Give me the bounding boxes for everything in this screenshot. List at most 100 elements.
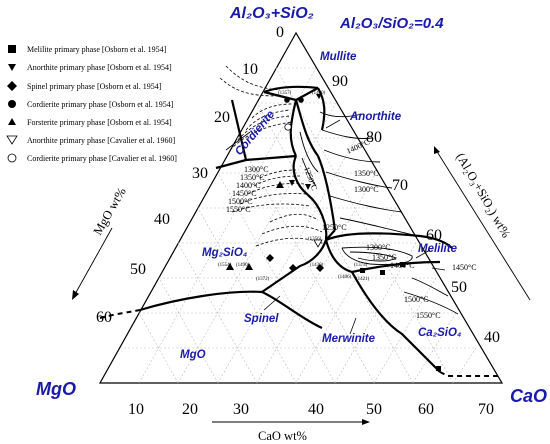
svg-text:70: 70 [478,401,494,418]
svg-text:(1356): (1356) [308,237,322,242]
diamond-point [289,264,297,272]
legend-label: Spinel primary phase [Osborn et al. 1954… [27,82,162,91]
left-axis-arrow [73,227,113,297]
legend-label: Cordierite primary phase [Cavalier et al… [27,154,177,163]
legend-label: Anorthite primary phase [Cavalier et al.… [27,136,176,145]
phase-label-spinel: Spinel [244,313,279,325]
right-axis-title: (Al₂O₃+SiO₂) wt% [453,151,513,241]
svg-text:(1400): (1400) [312,91,326,96]
svg-text:90: 90 [332,73,348,90]
left-axis-title: MgO wt% [90,185,128,237]
phase-label-mg2sio4: Mg₂SiO₄ [202,247,248,259]
phase-boundaries [139,85,453,373]
svg-text:1350°C: 1350°C [372,253,397,262]
anorthite-point [305,184,311,190]
svg-text:1500°C: 1500°C [228,197,253,206]
svg-text:20: 20 [182,401,198,418]
left-axis-arrowhead [72,290,79,300]
point-temperatures: (1357) (1400) (1554) (1490) (1372) (1430… [218,91,370,282]
svg-text:1450°C: 1450°C [232,189,257,198]
svg-text:50: 50 [130,261,146,278]
legend-label: Cordierite primary phase [Osborn et al. … [27,100,174,109]
forsterite-point [226,263,234,270]
melilite-point [436,366,441,371]
svg-text:1550°C: 1550°C [226,205,251,214]
legend-marker-diamond [7,81,17,91]
svg-text:80: 80 [366,129,382,146]
annotation-arrows [225,119,446,335]
svg-text:1500°C: 1500°C [404,295,429,304]
svg-text:10: 10 [242,61,258,78]
bottom-axis-arrowhead [362,419,370,425]
svg-text:70: 70 [392,177,408,194]
phase-label-merwinite: Merwinite [322,333,376,345]
legend-marker-triangle-down [8,64,16,71]
phase-label-mgo: MgO [180,349,206,361]
left-axis-ticks: 0 10 20 30 40 50 60 [96,24,284,326]
anorthite-point [289,180,295,186]
svg-text:20: 20 [214,109,230,126]
diamond-point [266,254,274,262]
grid-lines [120,67,477,384]
svg-text:1550°C: 1550°C [416,311,441,320]
cao-boundary-dashed [439,371,498,377]
svg-text:(1554): (1554) [218,263,232,268]
legend-label: Melilite primary phase [Osborn et al. 19… [27,45,167,54]
phase-label-mullite: Mullite [320,51,357,63]
svg-text:(1357): (1357) [278,91,292,96]
svg-text:60: 60 [418,401,434,418]
legend-marker-circle [8,100,16,108]
isotherms-solid [299,111,459,315]
cordierite-point [284,97,290,103]
melilite-point [400,262,405,267]
svg-text:60: 60 [426,227,442,244]
svg-text:1450°C: 1450°C [452,263,477,272]
svg-text:1400°C: 1400°C [236,181,261,190]
right-axis-ticks: 90 80 70 60 50 40 [332,73,500,346]
legend: Melilite primary phase [Osborn et al. 19… [6,45,177,163]
svg-text:1300°C: 1300°C [366,243,391,252]
ratio-label: Al₂O₃/SiO₂=0.4 [339,15,444,32]
corner-label-mgo: MgO [36,379,76,399]
right-axis-arrow [435,149,531,301]
svg-text:10: 10 [128,401,144,418]
svg-text:1350°C: 1350°C [354,169,379,178]
svg-text:(1430): (1430) [310,263,324,268]
legend-marker-triangle-up [8,118,16,125]
legend-marker-circle-open [7,153,17,163]
forsterite-point [276,181,284,188]
svg-text:1300°C: 1300°C [244,165,269,174]
diamond-point [316,264,324,272]
phase-label-melilite: Melilite [418,243,458,255]
legend-marker-triangle-down-open [6,135,18,145]
forsterite-point [245,263,253,270]
melilite-point [360,268,365,273]
svg-text:30: 30 [233,401,249,418]
cordierite-point [298,97,304,103]
right-axis-arrowhead [434,146,440,154]
anorthite-point [316,94,322,99]
cordierite-open-point [284,123,292,131]
bottom-axis-title: CaO wt% [258,429,307,443]
phase-label-ca2sio4: Ca₂SiO₄ [418,327,462,339]
svg-text:1350°C: 1350°C [240,173,265,182]
isotherms-dashed [219,65,325,247]
svg-text:(1490): (1490) [236,263,250,268]
svg-text:50: 50 [366,401,382,418]
svg-text:50: 50 [451,279,467,296]
corner-label-top: Al₂O₃+SiO₂ [229,5,314,22]
phase-label-anorthite: Anorthite [349,111,402,123]
svg-text:(1372): (1372) [256,277,270,282]
bottom-axis-ticks: 10 20 30 40 50 60 70 [128,401,494,418]
svg-text:1250°C: 1250°C [302,166,319,192]
svg-text:0: 0 [276,24,284,41]
melilite-point [380,270,385,275]
svg-text:1250°C: 1250°C [322,223,347,232]
legend-label: Anorthite primary phase [Osborn et al. 1… [27,63,172,72]
anorthite-open-point [313,239,323,248]
svg-text:60: 60 [96,309,112,326]
svg-text:30: 30 [192,165,208,182]
svg-text:40: 40 [484,329,500,346]
svg-text:(1373): (1373) [354,263,368,268]
data-points [226,94,441,371]
